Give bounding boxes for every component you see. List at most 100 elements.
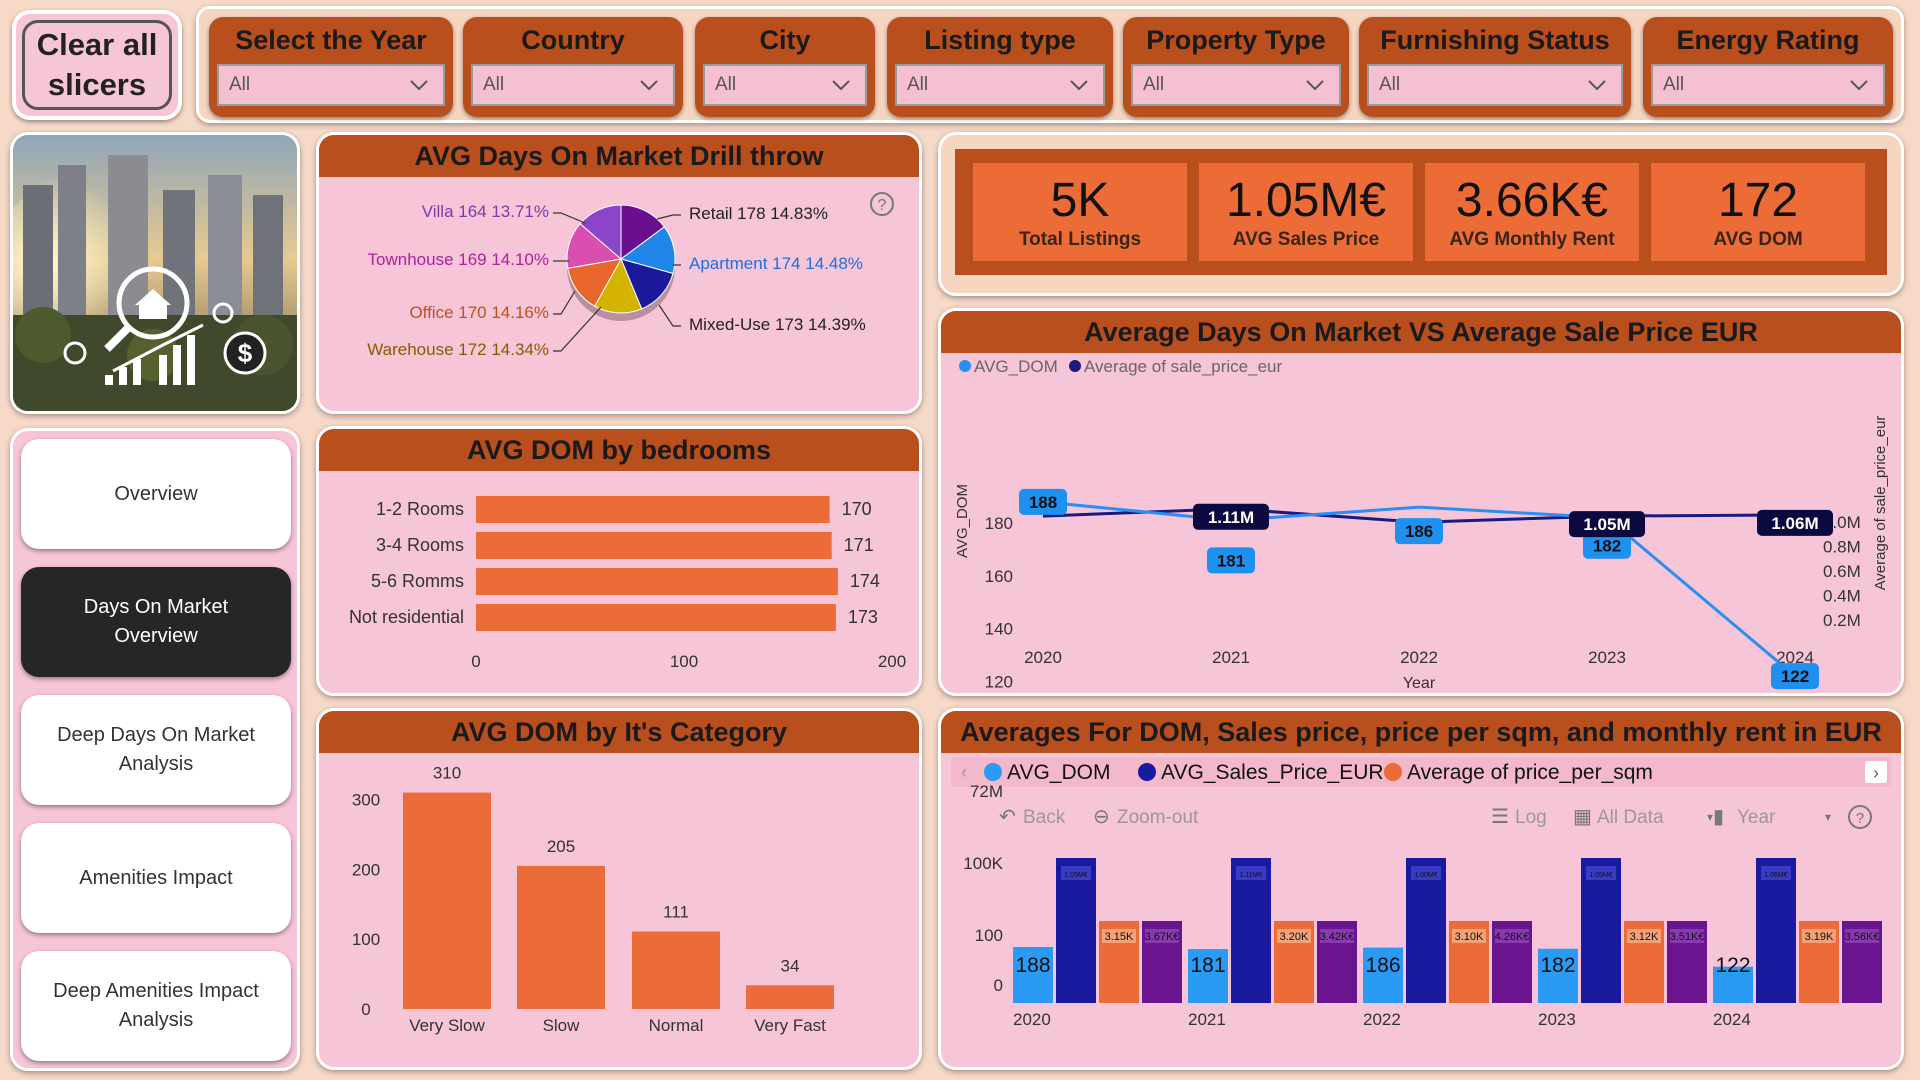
data-label: 3.67K€: [1145, 931, 1180, 943]
slicer-dropdown[interactable]: All: [895, 64, 1105, 106]
bar-category-label: Not residential: [349, 607, 464, 627]
averages-bar-chart[interactable]: ‹ AVG_DOM AVG_Sales_Price_EUR Average of pr…: [941, 753, 1901, 1067]
bar-avg-sales-price-eur: [1406, 858, 1446, 1003]
y-tick-label: 0: [361, 1000, 370, 1019]
line-chart-card: Average Days On Market VS Average Sale P…: [938, 308, 1904, 696]
bar-avg-dom: [1538, 948, 1578, 1003]
help-icon[interactable]: ?: [1848, 805, 1872, 829]
home-icon: [104, 266, 190, 352]
legend-label: Average of sale_price_eur: [1084, 357, 1282, 376]
slicer-dropdown[interactable]: All: [217, 64, 445, 106]
clear-all-slicers-label: Clear all slicers: [22, 20, 172, 110]
kpi-value: 5K: [1050, 174, 1110, 227]
bar-chart-button[interactable]: ▮ Year: [1713, 806, 1776, 828]
slicer-dropdown[interactable]: All: [1651, 64, 1885, 106]
svg-text:$: $: [238, 338, 253, 368]
bar-value-label: 111: [663, 903, 689, 922]
slicer-title: Select the Year: [235, 24, 427, 55]
legend-label: AVG_DOM: [974, 357, 1058, 376]
bar: [476, 496, 830, 523]
data-label: 188: [1029, 493, 1057, 512]
bar: [476, 568, 838, 595]
bedrooms-chart-card: AVG DOM by bedrooms 1-2 Rooms 170 3-4 Room…: [316, 426, 922, 696]
data-label: 1.11M: [1208, 508, 1254, 527]
data-label: 3.12K: [1630, 931, 1659, 943]
data-label-box: [1757, 509, 1833, 536]
calendar-icon: ▦: [1573, 806, 1592, 828]
y-tick-label: 100K: [963, 854, 1003, 873]
toolbar-label: Year: [1737, 807, 1776, 828]
nav-overview-button[interactable]: Overview: [21, 439, 291, 549]
data-label: 181: [1190, 954, 1225, 977]
x-tick-label: 2020: [1013, 1010, 1051, 1029]
legend-label: AVG_Sales_Price_EUR: [1161, 761, 1384, 784]
slicer-bar: Select the Year All Country All City All…: [196, 6, 1904, 123]
bar: [746, 985, 834, 1009]
slicer-property-type: Property Type All: [1123, 17, 1349, 117]
data-label: 186: [1405, 522, 1433, 541]
bar: [476, 604, 836, 631]
y-tick-label: 160: [985, 567, 1013, 586]
slicer-dropdown[interactable]: All: [703, 64, 867, 106]
nav-deep-amenities-analysis-button[interactable]: Deep Amenities Impact Analysis: [21, 951, 291, 1061]
navigation-panel: Overview Days On Market Overview Deep Da…: [10, 428, 300, 1071]
bar: [632, 931, 720, 1009]
slicer-dropdown[interactable]: All: [1131, 64, 1341, 106]
data-label: 181: [1217, 551, 1245, 570]
dropdown-caret: ▾: [1825, 810, 1831, 824]
data-label-box: [1061, 866, 1091, 880]
data-label: 3.19K: [1805, 931, 1834, 943]
data-label: 182: [1593, 537, 1621, 556]
nav-deep-dom-analysis-button[interactable]: Deep Days On Market Analysis: [21, 695, 291, 805]
legend-label: Average of price_per_sqm: [1407, 761, 1653, 784]
y-tick-label: 100: [975, 926, 1003, 945]
y2-tick-label: 0.8M: [1823, 538, 1861, 557]
svg-text:?: ?: [878, 197, 887, 214]
chevron-left-icon[interactable]: ‹: [961, 762, 967, 782]
kpi-avg-monthly-rent: 3.66K€ AVG Monthly Rent: [1425, 163, 1639, 261]
chevron-right-icon[interactable]: ›: [1873, 763, 1879, 783]
y-tick-label: 0: [994, 976, 1003, 995]
nav-dom-overview-button[interactable]: Days On Market Overview: [21, 567, 291, 677]
slicer-dropdown[interactable]: All: [1367, 64, 1623, 106]
data-label: 188: [1015, 954, 1050, 977]
data-label-box: [1145, 929, 1179, 943]
bar-value-label: 205: [547, 837, 575, 856]
pie-label: Townhouse 169 14.10%: [368, 250, 549, 269]
kpi-total-listings: 5K Total Listings: [973, 163, 1187, 261]
log-button[interactable]: ☰ Log: [1491, 806, 1547, 828]
pie-leader-line: [553, 290, 576, 315]
calendar-button[interactable]: ▦ All Data: [1573, 806, 1664, 828]
category-bar-chart: 0 100 200 300 310 Very Slow 205 Slow 111 Normal 34…: [352, 764, 834, 1035]
averages-chart-card: Averages For DOM, Sales price, price per…: [938, 708, 1904, 1070]
chevron-down-icon: [832, 80, 850, 91]
data-label: 1.06M: [1771, 514, 1818, 533]
data-label: 1.00M€: [1414, 872, 1437, 879]
pie-leader-line: [658, 304, 681, 327]
data-label-box: [1277, 929, 1311, 943]
data-label: 3.15K: [1105, 931, 1134, 943]
bar: [403, 792, 491, 1009]
data-label: 3.51K€: [1670, 931, 1705, 943]
zoom-out-button[interactable]: ⊖ Zoom-out: [1093, 806, 1199, 828]
help-icon[interactable]: ?: [870, 192, 894, 216]
chevron-down-icon: [410, 80, 428, 91]
bar-value-label: 34: [781, 956, 800, 975]
kpi-avg-dom: 172 AVG DOM: [1651, 163, 1865, 261]
back-button[interactable]: ↶ Back: [999, 806, 1066, 828]
data-label: 1.06M€: [1764, 872, 1787, 879]
x-tick-label: 200: [878, 652, 906, 671]
x-tick-label: 0: [471, 652, 480, 671]
slicer-city: City All: [695, 17, 875, 117]
chart-title: Average Days On Market VS Average Sale P…: [941, 311, 1901, 353]
data-label-box: [1845, 929, 1879, 943]
pie-label: Apartment 174 14.48%: [689, 254, 863, 273]
bar-avg-sales-price-eur: [1056, 858, 1096, 1003]
nav-amenities-impact-button[interactable]: Amenities Impact: [21, 823, 291, 933]
pie-label: Office 170 14.16%: [409, 303, 549, 322]
data-label-box: [1102, 929, 1136, 943]
bar-category-label: 1-2 Rooms: [376, 499, 464, 519]
x-tick-label: Slow: [543, 1016, 581, 1035]
clear-all-slicers-button[interactable]: Clear all slicers: [12, 10, 182, 120]
slicer-dropdown[interactable]: All: [471, 64, 675, 106]
